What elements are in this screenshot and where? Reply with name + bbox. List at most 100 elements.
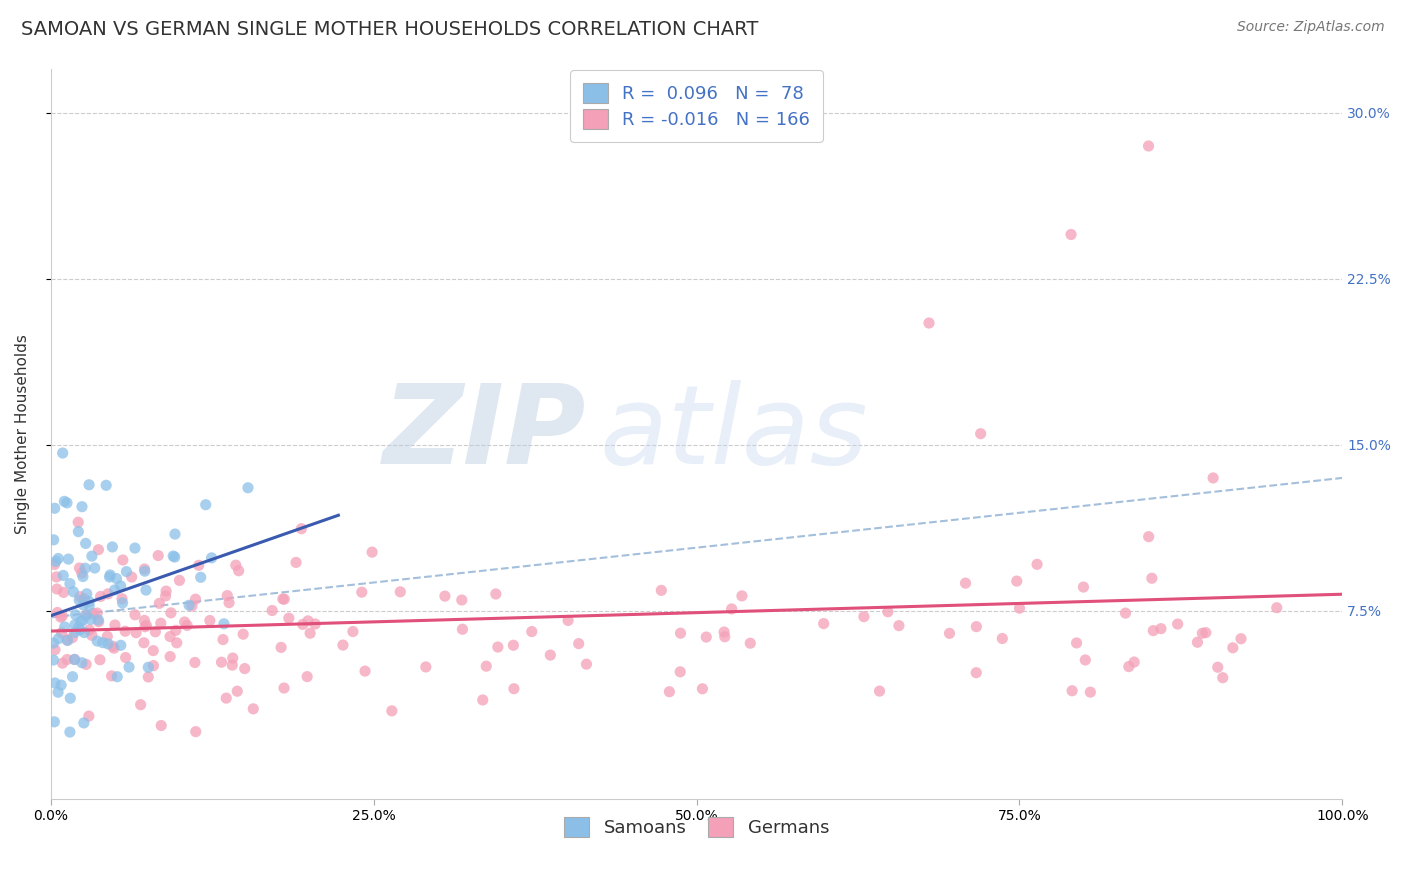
- Point: [148, 549, 170, 563]
- Point: [124, 607, 146, 622]
- Point: [111, 553, 134, 567]
- Point: [520, 624, 543, 639]
- Point: [955, 576, 977, 591]
- Point: [56, 652, 79, 666]
- Point: [162, 549, 184, 563]
- Point: [149, 616, 172, 631]
- Point: [155, 584, 177, 599]
- Point: [124, 541, 146, 555]
- Point: [1066, 636, 1088, 650]
- Point: [75, 657, 97, 672]
- Point: [70, 500, 93, 514]
- Point: [965, 620, 987, 634]
- Point: [887, 618, 910, 632]
- Point: [110, 579, 132, 593]
- Point: [96, 629, 118, 643]
- Point: [568, 637, 591, 651]
- Point: [44, 558, 66, 572]
- Point: [1137, 139, 1160, 153]
- Point: [813, 616, 835, 631]
- Point: [49, 678, 72, 692]
- Point: [211, 655, 233, 669]
- Point: [98, 570, 121, 584]
- Point: [86, 606, 108, 620]
- Point: [1114, 606, 1136, 620]
- Point: [51, 656, 73, 670]
- Point: [669, 665, 692, 679]
- Point: [83, 561, 105, 575]
- Point: [101, 540, 124, 554]
- Point: [969, 426, 991, 441]
- Y-axis label: Single Mother Households: Single Mother Households: [15, 334, 30, 533]
- Point: [96, 478, 118, 492]
- Point: [869, 684, 891, 698]
- Point: [159, 649, 181, 664]
- Point: [270, 640, 292, 655]
- Point: [304, 617, 326, 632]
- Legend: Samoans, Germans: Samoans, Germans: [557, 810, 837, 845]
- Point: [73, 625, 96, 640]
- Point: [1222, 640, 1244, 655]
- Point: [233, 662, 256, 676]
- Point: [150, 718, 173, 732]
- Point: [575, 657, 598, 672]
- Point: [136, 660, 159, 674]
- Point: [184, 724, 207, 739]
- Point: [69, 590, 91, 604]
- Point: [63, 625, 86, 640]
- Point: [354, 664, 377, 678]
- Point: [731, 589, 754, 603]
- Point: [155, 589, 177, 603]
- Point: [87, 613, 110, 627]
- Point: [118, 660, 141, 674]
- Point: [59, 576, 82, 591]
- Point: [713, 625, 735, 640]
- Point: [1026, 558, 1049, 572]
- Point: [692, 681, 714, 696]
- Point: [75, 608, 97, 623]
- Point: [290, 522, 312, 536]
- Point: [67, 621, 90, 635]
- Point: [87, 615, 110, 629]
- Point: [194, 498, 217, 512]
- Point: [658, 684, 681, 698]
- Point: [97, 637, 120, 651]
- Point: [1195, 625, 1218, 640]
- Point: [217, 589, 239, 603]
- Point: [125, 625, 148, 640]
- Point: [350, 585, 373, 599]
- Point: [87, 542, 110, 557]
- Point: [56, 632, 79, 647]
- Point: [1005, 574, 1028, 588]
- Point: [69, 623, 91, 637]
- Point: [297, 614, 319, 628]
- Point: [75, 561, 97, 575]
- Point: [42, 636, 65, 650]
- Point: [1118, 659, 1140, 673]
- Point: [361, 545, 384, 559]
- Point: [342, 624, 364, 639]
- Point: [105, 572, 128, 586]
- Point: [62, 670, 84, 684]
- Point: [502, 638, 524, 652]
- Point: [1137, 530, 1160, 544]
- Point: [538, 648, 561, 662]
- Point: [142, 643, 165, 657]
- Point: [72, 598, 94, 612]
- Point: [160, 606, 183, 620]
- Point: [59, 725, 82, 739]
- Point: [1187, 635, 1209, 649]
- Point: [332, 638, 354, 652]
- Point: [67, 515, 90, 529]
- Point: [129, 698, 152, 712]
- Point: [60, 631, 83, 645]
- Point: [69, 561, 91, 575]
- Point: [299, 626, 322, 640]
- Point: [938, 626, 960, 640]
- Point: [46, 551, 69, 566]
- Point: [75, 536, 97, 550]
- Point: [114, 624, 136, 639]
- Text: ZIP: ZIP: [384, 380, 586, 487]
- Point: [77, 594, 100, 608]
- Point: [918, 316, 941, 330]
